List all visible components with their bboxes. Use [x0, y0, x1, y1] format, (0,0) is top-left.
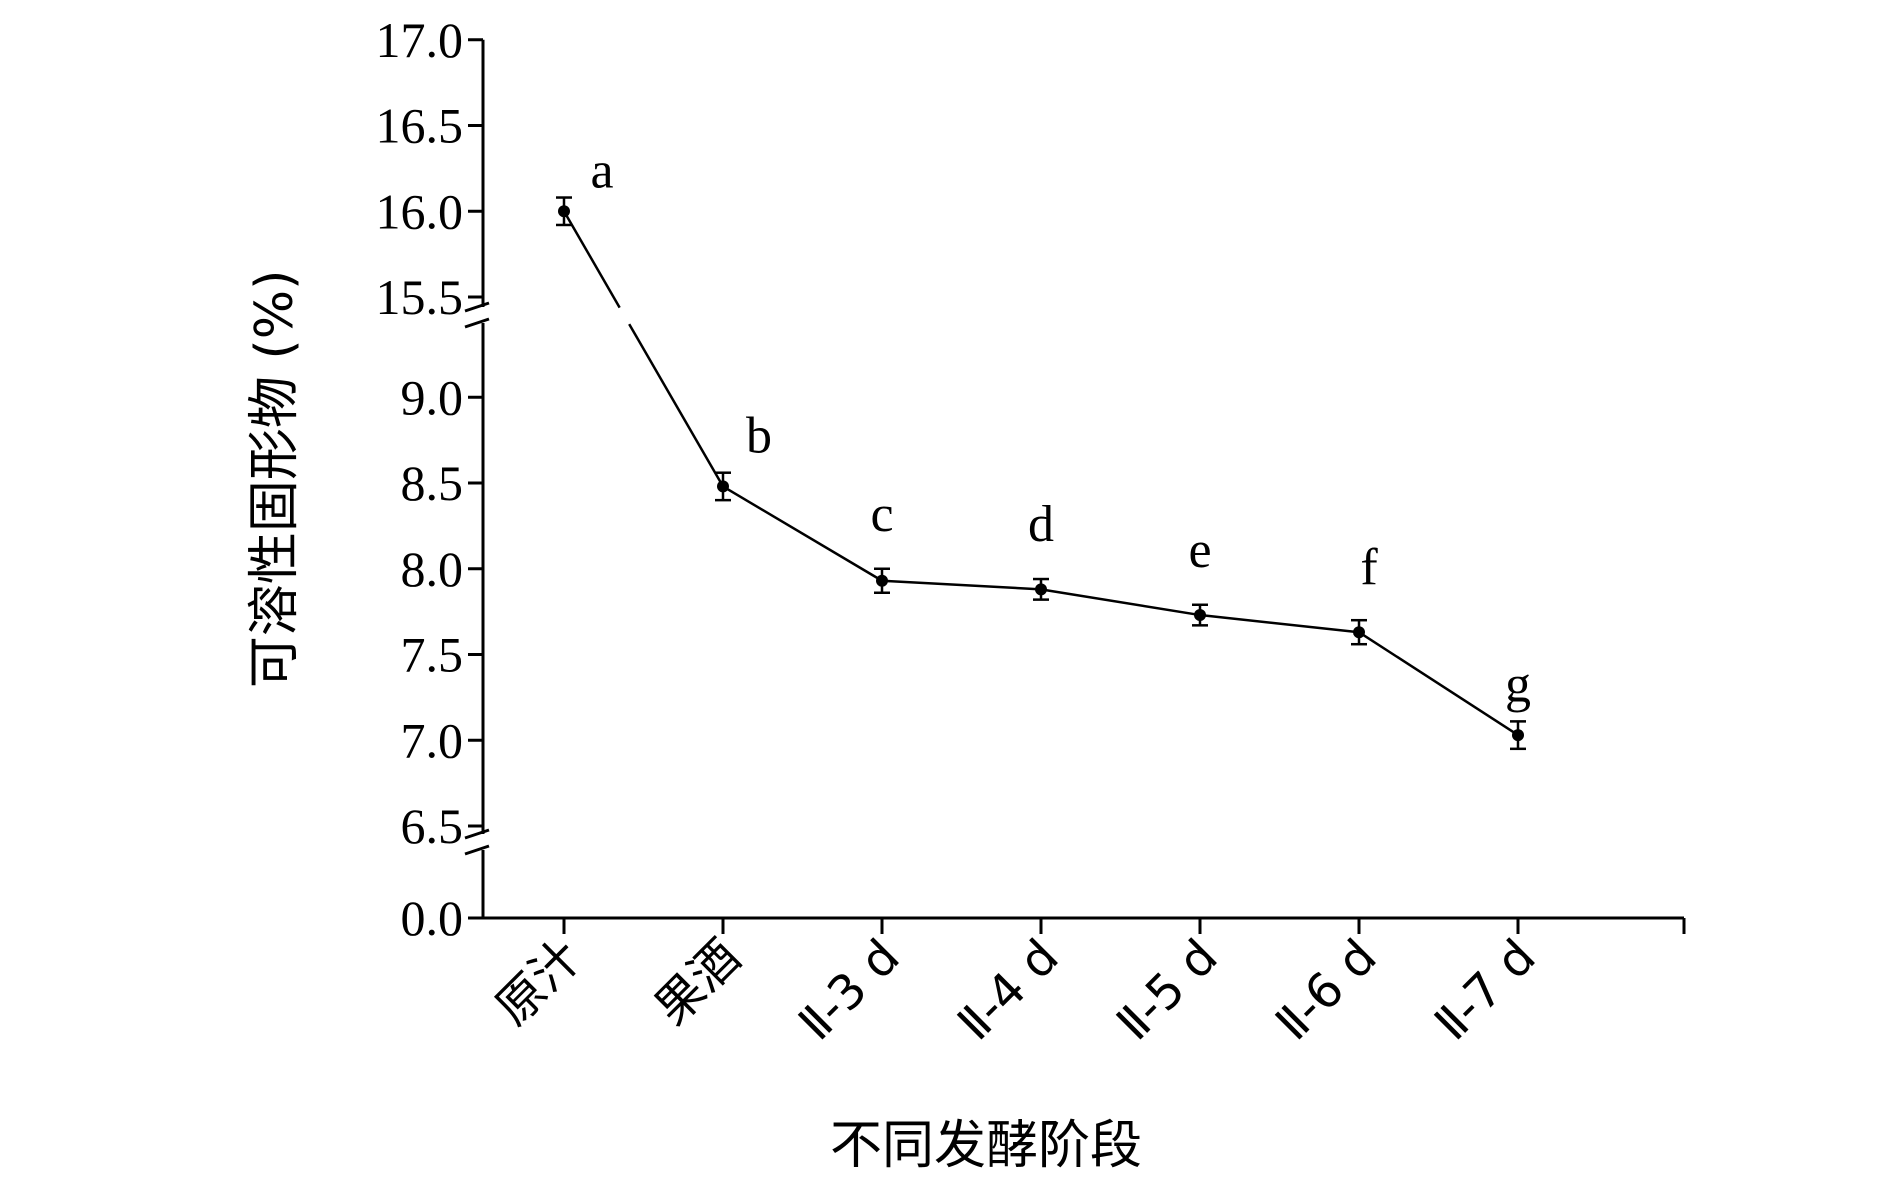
y-tick-label: 8.0 [401, 541, 464, 597]
x-tick-label: Ⅱ-7 d [1424, 929, 1546, 1051]
x-tick-label: Ⅱ-3 d [788, 929, 910, 1051]
data-point [876, 574, 888, 587]
x-tick-label: Ⅱ-4 d [947, 929, 1069, 1051]
data-point [1353, 626, 1365, 639]
significance-label: f [1360, 539, 1378, 596]
y-tick-label: 6.5 [401, 798, 464, 854]
significance-label: e [1188, 522, 1211, 579]
x-tick-label: Ⅱ-6 d [1265, 929, 1387, 1051]
x-tick-label: 原汁 [485, 929, 592, 1036]
y-tick-label: 17.0 [376, 12, 464, 68]
data-series: a b c d e f g [556, 143, 1531, 751]
data-point [1512, 729, 1524, 742]
axes [464, 39, 1684, 920]
x-axis-title: 不同发酵阶段 [830, 1116, 1142, 1176]
y-tick-label: 9.0 [401, 369, 464, 425]
y-tick-label: 16.5 [376, 98, 464, 154]
y-axis-break-mark [464, 844, 490, 856]
x-tick-label: Ⅱ-5 d [1106, 929, 1228, 1051]
y-tick-label: 0.0 [401, 890, 464, 946]
data-point [717, 480, 729, 493]
series-line-segment [1358, 631, 1519, 737]
data-point [1194, 609, 1206, 622]
significance-label: g [1505, 656, 1531, 713]
series-line-segment [562, 210, 621, 309]
y-axis-ticks: 0.0 6.5 7.0 7.5 8.0 8.5 9.0 15.5 16.0 16.5 17.0 [376, 12, 483, 946]
significance-label: b [746, 408, 772, 465]
y-tick-label: 7.0 [401, 712, 464, 768]
y-axis-break-mark [464, 301, 490, 313]
x-tick-label: 果酒 [644, 929, 751, 1036]
series-line-segment [1040, 588, 1201, 617]
y-tick-label: 16.0 [376, 183, 464, 239]
x-axis-ticks: 原汁 果酒 Ⅱ-3 d Ⅱ-4 d Ⅱ-5 d Ⅱ-6 d Ⅱ-7 d [485, 918, 1686, 1051]
data-point [1035, 583, 1047, 596]
y-axis-title: 可溶性固形物 (%) [245, 270, 305, 689]
significance-label: a [590, 143, 613, 200]
series-line-segment [881, 579, 1042, 591]
series-line-segment [722, 485, 883, 582]
series-line-segment [628, 323, 725, 488]
y-tick-label: 8.5 [401, 455, 464, 511]
y-axis-break-mark [464, 317, 490, 329]
series-line-segment [1199, 613, 1360, 634]
data-point [558, 205, 570, 218]
significance-label: d [1028, 496, 1054, 553]
y-axis-break-mark [464, 828, 490, 840]
significance-label: c [870, 486, 893, 543]
y-tick-label: 15.5 [376, 269, 464, 325]
y-tick-label: 7.5 [401, 627, 464, 683]
